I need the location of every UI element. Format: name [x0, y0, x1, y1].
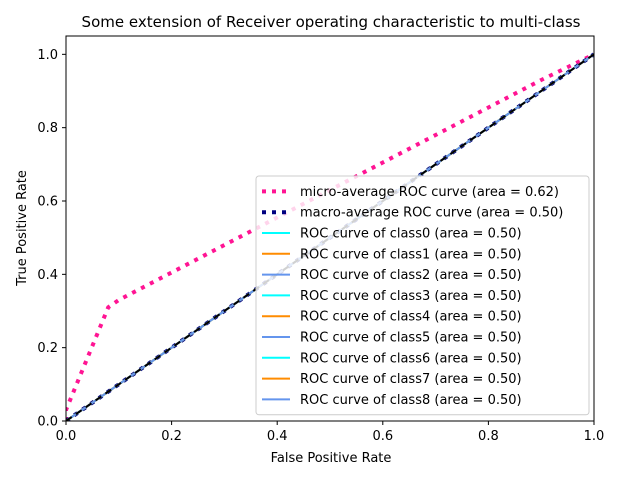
- x-axis-label: False Positive Rate: [271, 451, 392, 466]
- x-tick-label: 0.0: [56, 429, 77, 444]
- legend-label: macro-average ROC curve (area = 0.50): [300, 206, 563, 221]
- y-tick-label: 0.6: [37, 195, 58, 210]
- x-tick-label: 0.2: [161, 429, 182, 444]
- y-tick-label: 0.2: [37, 341, 58, 356]
- x-axis: 0.0 0.2 0.4 0.6 0.8 1.0: [56, 421, 605, 444]
- legend-label: ROC curve of class2 (area = 0.50): [300, 268, 522, 283]
- plot-frame: [65, 35, 595, 422]
- legend-label: ROC curve of class3 (area = 0.50): [300, 289, 522, 304]
- legend-label: ROC curve of class4 (area = 0.50): [300, 310, 522, 325]
- legend-label: ROC curve of class1 (area = 0.50): [300, 247, 522, 262]
- y-tick-label: 0.0: [37, 415, 58, 430]
- x-tick-label: 0.4: [267, 429, 288, 444]
- x-tick-label: 0.6: [372, 429, 393, 444]
- legend-box: [255, 175, 590, 416]
- legend: micro-average ROC curve (area = 0.62) mac…: [255, 175, 590, 416]
- y-tick-label: 1.0: [37, 48, 58, 63]
- legend-label: ROC curve of class7 (area = 0.50): [300, 372, 522, 387]
- y-axis-label: True Positive Rate: [15, 170, 30, 287]
- legend-label: ROC curve of class5 (area = 0.50): [300, 331, 522, 346]
- chart-title: Some extension of Receiver operating cha…: [82, 13, 581, 31]
- y-tick-label: 0.4: [37, 268, 58, 283]
- y-axis: 0.0 0.2 0.4 0.6 0.8 1.0: [37, 48, 66, 430]
- legend-label: micro-average ROC curve (area = 0.62): [300, 185, 559, 200]
- legend-label: ROC curve of class8 (area = 0.50): [300, 393, 522, 408]
- x-tick-label: 0.8: [478, 429, 499, 444]
- legend-label: ROC curve of class6 (area = 0.50): [300, 351, 522, 366]
- y-tick-label: 0.8: [37, 121, 58, 136]
- x-tick-label: 1.0: [584, 429, 605, 444]
- legend-label: ROC curve of class0 (area = 0.50): [300, 227, 522, 242]
